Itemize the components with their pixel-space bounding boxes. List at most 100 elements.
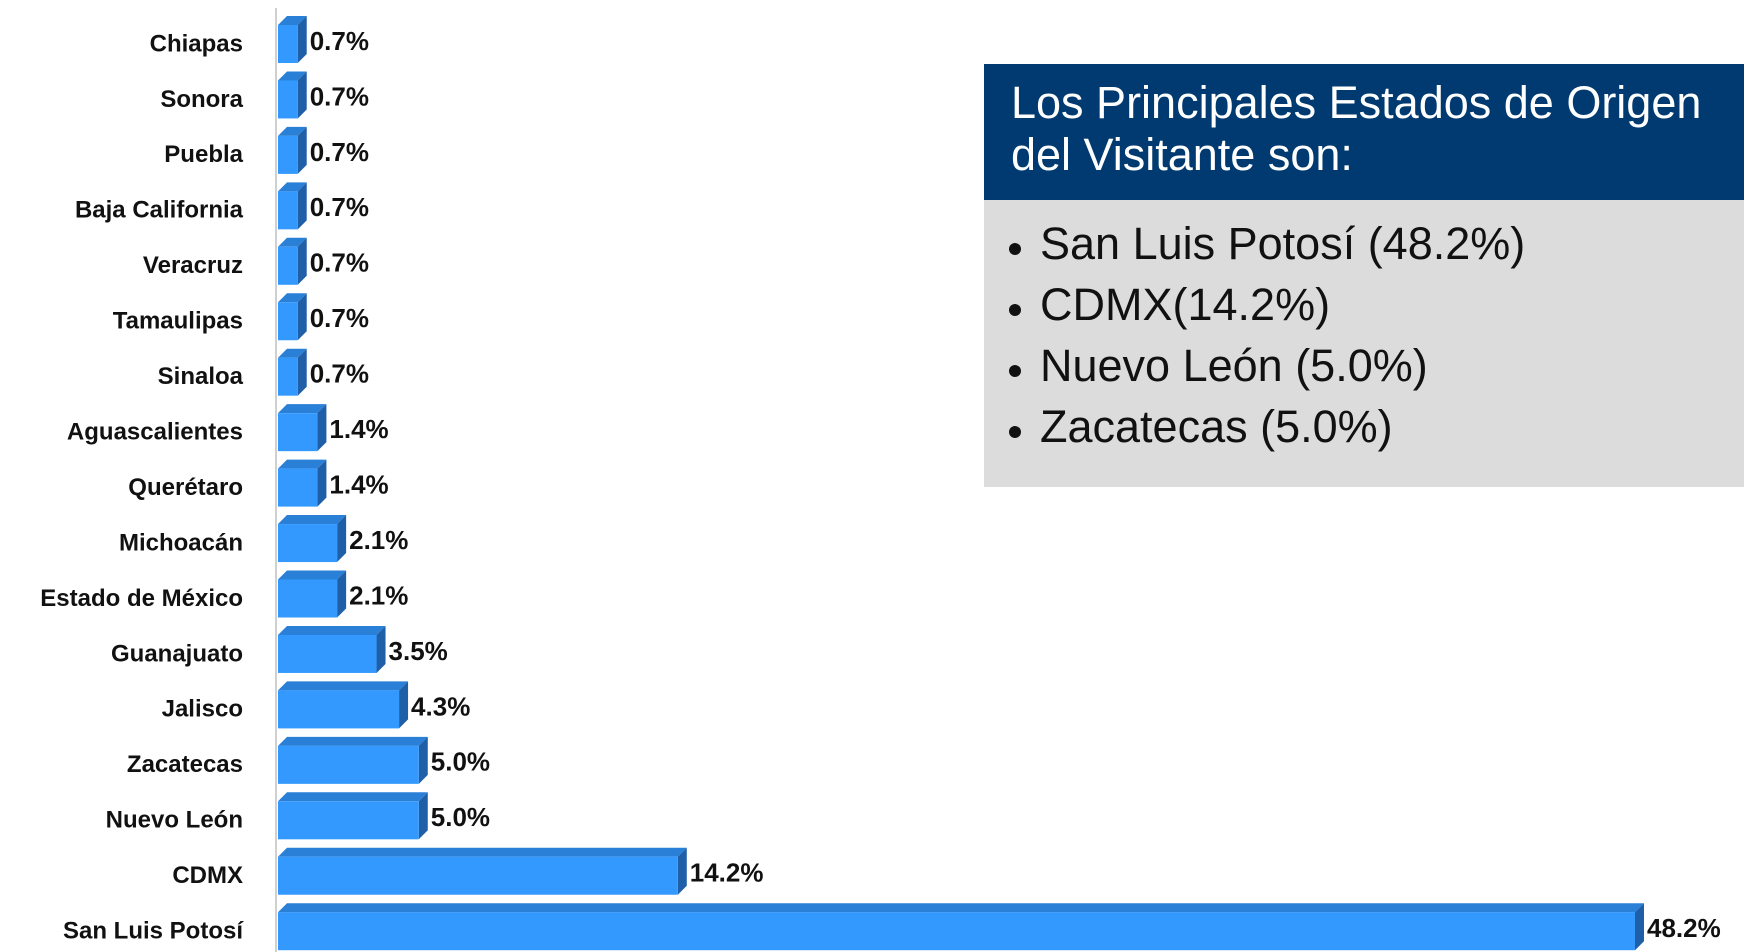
bar-front <box>278 801 419 840</box>
bar-side <box>677 847 687 895</box>
category-label: Estado de México <box>40 585 243 612</box>
bar-side <box>297 293 307 341</box>
bar-side <box>317 459 327 507</box>
bar-side <box>376 625 386 673</box>
bar <box>278 625 386 673</box>
value-label: 0.7% <box>310 359 369 389</box>
bullet-dot <box>1009 304 1021 316</box>
value-label: 0.7% <box>310 26 369 56</box>
bullet-dot <box>1009 243 1021 255</box>
bar-front <box>278 357 298 396</box>
category-label: Nuevo León <box>106 807 243 834</box>
bar <box>278 126 307 174</box>
bar-top <box>278 459 327 469</box>
annotation-item: Zacatecas (5.0%) <box>1040 401 1393 452</box>
bar-top <box>278 570 347 580</box>
bar-side <box>297 16 307 63</box>
value-label: 3.5% <box>389 636 448 666</box>
bar-front <box>278 468 318 507</box>
value-label: 48.2% <box>1647 913 1721 943</box>
value-label: 0.7% <box>310 303 369 333</box>
bar-front <box>278 25 298 63</box>
bar <box>278 293 307 341</box>
value-label: 5.0% <box>431 747 490 777</box>
bar-top <box>278 16 307 25</box>
annotation-item: Nuevo León (5.0%) <box>1040 340 1428 391</box>
bar-top <box>278 792 428 802</box>
category-label: Aguascalientes <box>67 418 243 445</box>
category-label: Guanajuato <box>111 640 243 667</box>
bar <box>278 515 347 563</box>
bar-side <box>297 126 307 174</box>
bar-top <box>278 903 1644 913</box>
value-label: 14.2% <box>690 858 764 888</box>
bar <box>278 237 307 285</box>
bar <box>278 570 347 618</box>
bar-top <box>278 681 409 691</box>
value-label: 1.4% <box>329 414 388 444</box>
annotation-title: del Visitante son: <box>1011 129 1353 180</box>
value-label: 0.7% <box>310 81 369 111</box>
bar-top <box>278 625 386 635</box>
bar <box>278 792 428 840</box>
bar-side <box>337 515 347 563</box>
bar <box>278 71 307 119</box>
annotation-box <box>984 200 1744 487</box>
bar-side <box>317 404 327 452</box>
category-label: Veracruz <box>143 252 243 279</box>
category-label: Tamaulipas <box>113 308 243 335</box>
category-label: Zacatecas <box>127 751 243 778</box>
category-label: Michoacán <box>119 529 243 556</box>
annotation-header <box>984 64 1744 200</box>
bar-top <box>278 293 307 303</box>
value-label: 1.4% <box>329 469 388 499</box>
category-label: Jalisco <box>162 696 243 723</box>
bar <box>278 348 307 396</box>
bar-side <box>418 736 428 784</box>
bar-top <box>278 237 307 247</box>
bar-front <box>278 302 298 341</box>
bar <box>278 847 687 895</box>
bullet-dot <box>1009 365 1021 377</box>
category-label: San Luis Potosí <box>63 918 244 945</box>
bar <box>278 459 327 507</box>
bar-front <box>278 524 338 563</box>
bar-top <box>278 71 307 81</box>
annotation-item: San Luis Potosí (48.2%) <box>1040 218 1525 269</box>
bar-front <box>278 912 1635 951</box>
value-label: 4.3% <box>411 691 470 721</box>
value-label: 0.7% <box>310 192 369 222</box>
bar-top <box>278 404 327 414</box>
bar-top <box>278 847 687 857</box>
bar-front <box>278 745 419 784</box>
category-label: Sonora <box>160 86 243 113</box>
bar-side <box>297 237 307 285</box>
bar-front <box>278 135 298 174</box>
category-label: Puebla <box>164 141 243 168</box>
category-label: CDMX <box>172 862 243 889</box>
bar-top <box>278 736 428 746</box>
bar-side <box>337 570 347 618</box>
bar-top <box>278 126 307 136</box>
bar-front <box>278 246 298 285</box>
bar-side <box>297 182 307 230</box>
bar-front <box>278 413 318 452</box>
bar <box>278 736 428 784</box>
bar-front <box>278 579 338 618</box>
bar-front <box>278 856 678 895</box>
annotation-item: CDMX(14.2%) <box>1040 279 1330 330</box>
value-label: 2.1% <box>349 580 408 610</box>
bar-front <box>278 690 400 729</box>
bar <box>278 681 409 729</box>
bar-top <box>278 348 307 358</box>
value-label: 2.1% <box>349 525 408 555</box>
bar <box>278 16 307 63</box>
category-label: Querétaro <box>128 474 243 501</box>
value-label: 0.7% <box>310 248 369 278</box>
value-label: 5.0% <box>431 802 490 832</box>
bar <box>278 903 1644 951</box>
bar-front <box>278 191 298 230</box>
bar-side <box>297 71 307 119</box>
